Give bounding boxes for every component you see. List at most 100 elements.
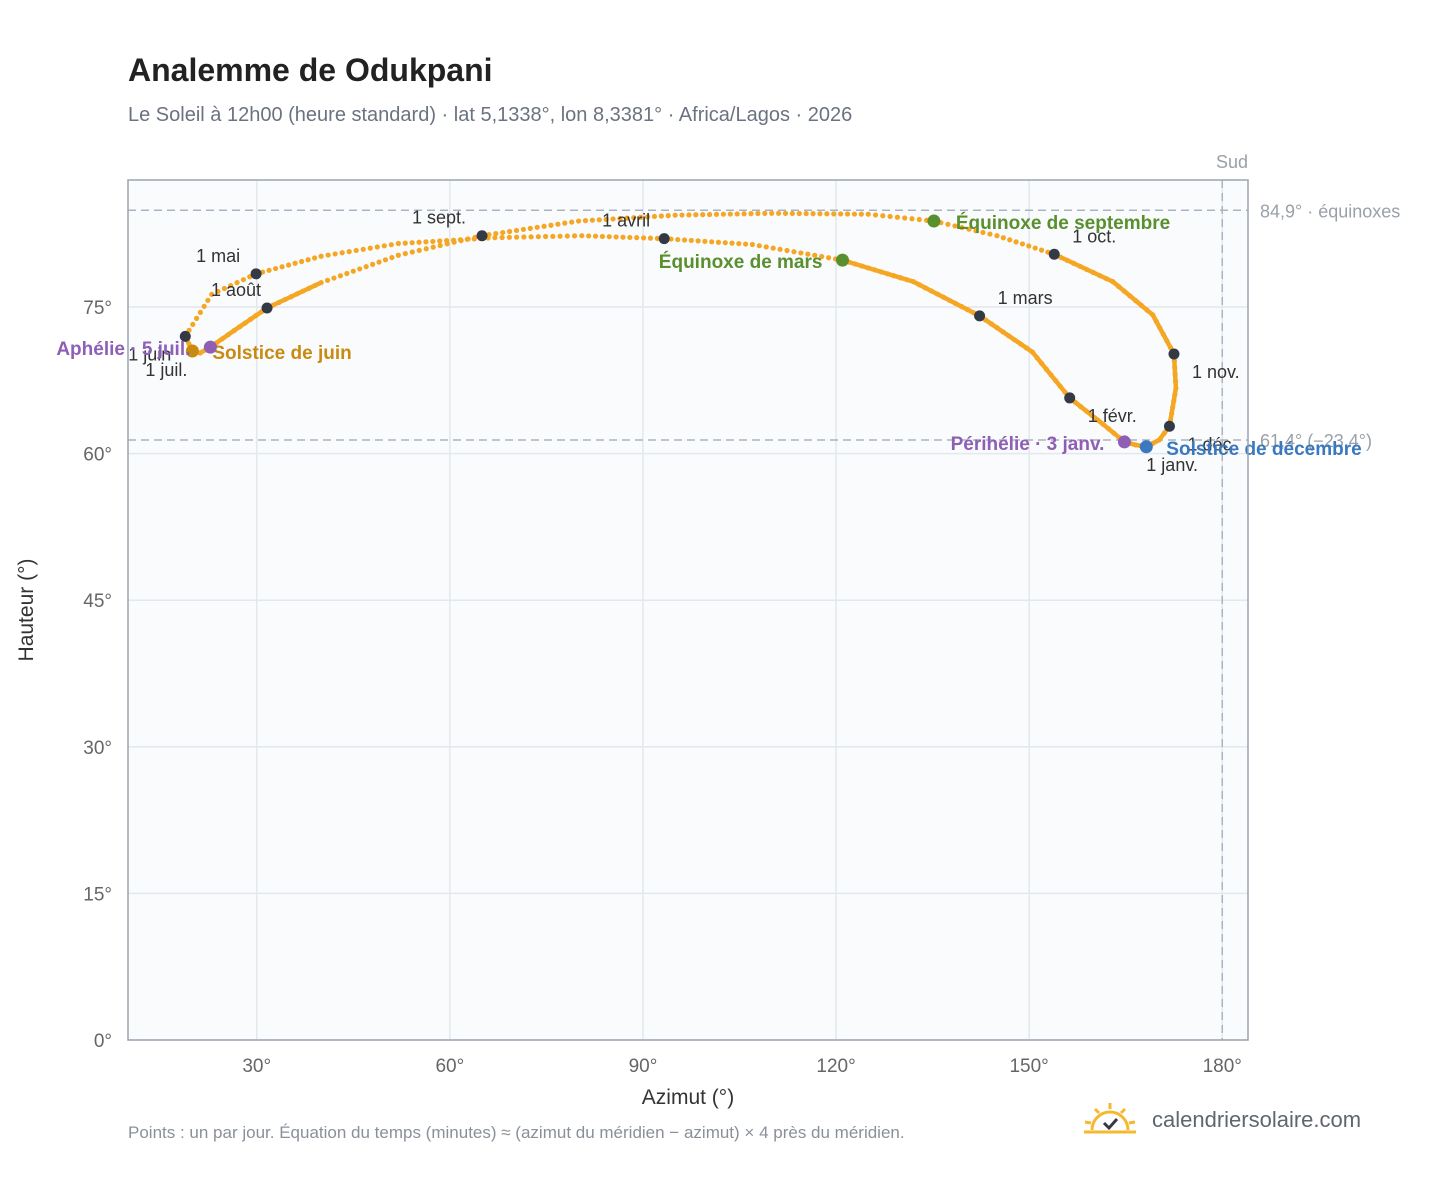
day-point xyxy=(796,210,802,217)
day-point xyxy=(357,266,363,272)
event-label: Solstice de juin xyxy=(212,343,351,364)
day-point xyxy=(444,241,450,247)
y-tick-label: 45° xyxy=(83,591,112,612)
event-marker xyxy=(1139,440,1153,454)
day-point xyxy=(679,212,685,218)
day-point xyxy=(872,212,879,218)
day-point xyxy=(520,226,527,233)
day-point xyxy=(782,210,789,216)
event-label: Périhélie · 3 janv. xyxy=(951,434,1105,455)
x-axis-label: Azimut (°) xyxy=(642,1086,734,1109)
x-tick-label: 180° xyxy=(1203,1056,1242,1077)
day-point xyxy=(548,222,554,228)
month-marker xyxy=(250,268,262,280)
day-point xyxy=(693,212,699,218)
day-point xyxy=(564,233,570,239)
day-point xyxy=(586,233,592,239)
day-point xyxy=(514,234,520,240)
event-marker xyxy=(1117,435,1131,449)
event-markers: Équinoxe de mars Équinoxe de septembre Sol… xyxy=(56,212,1361,460)
day-point xyxy=(1000,235,1006,241)
month-marker xyxy=(1048,248,1060,260)
day-point xyxy=(500,229,506,236)
day-point xyxy=(292,260,298,266)
day-point xyxy=(596,217,602,223)
month-label: 1 juil. xyxy=(145,360,187,380)
day-point xyxy=(369,261,376,267)
month-label: 1 sept. xyxy=(412,208,466,228)
day-point xyxy=(734,211,740,217)
day-point xyxy=(507,228,513,235)
day-point xyxy=(486,232,492,238)
day-point xyxy=(720,211,727,217)
day-point xyxy=(506,234,512,240)
day-point xyxy=(528,234,534,240)
day-point xyxy=(234,280,240,286)
day-point xyxy=(492,235,498,241)
day-point xyxy=(736,240,742,247)
day-point xyxy=(221,285,227,292)
day-point xyxy=(715,239,722,245)
day-point xyxy=(344,270,350,277)
day-point xyxy=(589,217,595,223)
y-tick-label: 15° xyxy=(83,884,112,905)
plot-background xyxy=(128,180,1248,1040)
sun-logo-icon xyxy=(1084,1103,1136,1134)
y-tick-label: 30° xyxy=(83,738,112,759)
day-point xyxy=(331,275,337,281)
month-label: 1 janv. xyxy=(1146,455,1198,475)
day-point xyxy=(388,242,394,248)
footnote: Points : un par jour. Équation du temps … xyxy=(128,1123,905,1142)
day-point xyxy=(592,233,599,239)
day-point xyxy=(617,215,623,222)
day-point xyxy=(810,211,816,217)
day-point xyxy=(902,215,908,221)
day-point xyxy=(729,240,735,246)
month-label: 1 févr. xyxy=(1088,406,1137,426)
day-point xyxy=(240,277,247,283)
day-point xyxy=(812,252,818,258)
y-tick-label: 60° xyxy=(83,445,112,466)
x-tick-label: 120° xyxy=(816,1056,855,1077)
y-tick-label: 0° xyxy=(94,1031,112,1052)
day-point xyxy=(599,233,605,240)
day-point xyxy=(1013,239,1019,245)
day-point xyxy=(367,245,373,251)
brand[interactable]: calendriersolaire.com xyxy=(1082,1100,1361,1140)
day-point xyxy=(575,218,582,224)
month-label: 1 juin xyxy=(128,344,171,364)
day-point xyxy=(756,243,762,249)
day-point xyxy=(613,234,619,240)
brand-name: calendriersolaire.com xyxy=(1152,1107,1362,1132)
day-point xyxy=(325,252,331,258)
day-point xyxy=(339,250,345,256)
month-marker xyxy=(1163,420,1175,432)
day-point xyxy=(651,213,658,220)
month-label: 1 oct. xyxy=(1072,226,1116,246)
day-point xyxy=(409,249,415,255)
y-axis-label: Hauteur (°) xyxy=(15,559,38,662)
day-point xyxy=(755,210,761,217)
day-point xyxy=(973,228,979,234)
day-point xyxy=(382,257,389,263)
month-marker xyxy=(1064,392,1076,404)
day-point xyxy=(363,264,369,270)
day-point xyxy=(668,236,674,242)
event-marker xyxy=(835,253,849,267)
day-point xyxy=(527,225,533,231)
day-point xyxy=(831,211,837,217)
day-point xyxy=(980,229,986,236)
event-marker xyxy=(927,214,941,228)
month-label: 1 avril xyxy=(602,211,650,231)
day-point xyxy=(709,239,715,245)
day-point xyxy=(193,315,200,321)
day-point xyxy=(722,240,728,246)
day-point xyxy=(437,238,443,244)
day-point xyxy=(190,321,196,327)
day-point xyxy=(713,211,720,217)
day-point xyxy=(402,251,408,257)
day-point xyxy=(819,253,825,260)
day-point xyxy=(534,224,540,230)
x-tick-label: 150° xyxy=(1009,1056,1048,1077)
